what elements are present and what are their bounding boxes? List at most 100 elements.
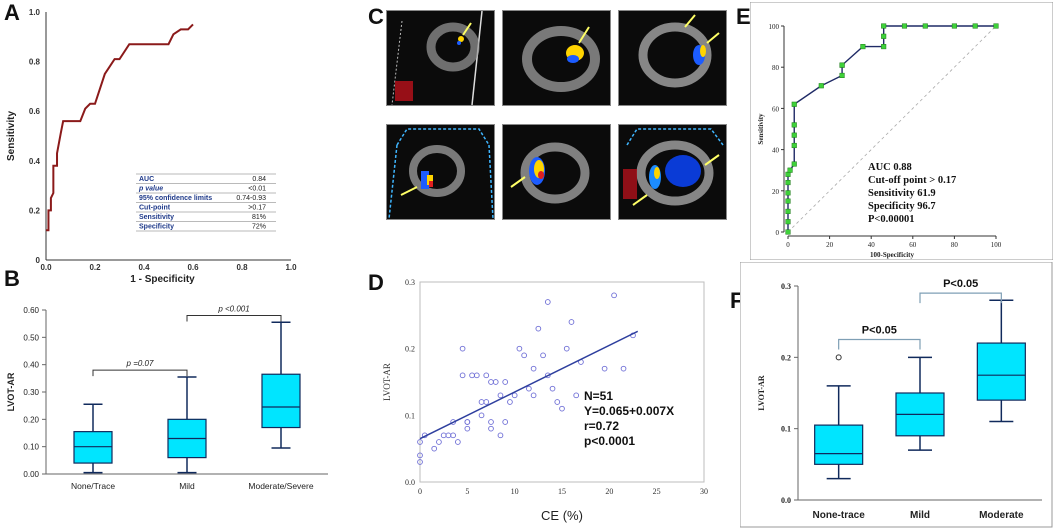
- roc-curve: [46, 23, 194, 232]
- stats-text: r=0.72: [584, 419, 619, 433]
- box: [814, 424, 864, 465]
- scatter-point: [488, 425, 494, 432]
- table-key: AUC: [139, 176, 154, 183]
- stats-text: Sensitivity 61.9: [868, 188, 936, 199]
- category-label: None-trace: [813, 510, 866, 521]
- category-label: Moderate/Severe: [248, 481, 313, 491]
- roc-marker: [972, 23, 978, 29]
- roc-marker: [785, 219, 791, 225]
- table-value: >0.17: [248, 205, 266, 212]
- box: [73, 431, 113, 464]
- x-tick-label: 40: [868, 241, 876, 249]
- significance-label: p =0.07: [126, 359, 154, 368]
- roc-marker: [993, 23, 999, 29]
- x-tick-label: 100: [991, 241, 1002, 249]
- significance-bracket: [92, 369, 188, 377]
- scatter-point: [611, 292, 617, 299]
- scatter-point: [563, 345, 570, 352]
- panel-label-a: A: [4, 0, 20, 25]
- roc-marker: [791, 161, 797, 167]
- table-key: 95% confidence limits: [139, 195, 212, 202]
- panel-label-c: C: [368, 4, 384, 29]
- y-tick-label: 20: [772, 188, 780, 196]
- roc-marker: [785, 180, 791, 186]
- y-tick-label: 0.1: [405, 411, 415, 420]
- stats-text: P<0.00001: [868, 214, 915, 225]
- chart-frame: [750, 2, 1053, 260]
- table-value: 0.84: [252, 176, 266, 183]
- x-tick-label: 25: [653, 487, 661, 496]
- x-tick-label: 20: [605, 487, 613, 496]
- scatter-point: [483, 372, 490, 379]
- x-axis-label: CE (%): [541, 508, 583, 523]
- significance-label: P<0.05: [862, 325, 897, 337]
- scatter-point: [431, 445, 438, 452]
- roc-marker: [791, 132, 797, 138]
- roc-marker: [818, 83, 824, 89]
- y-tick-label: 0.2: [29, 206, 41, 215]
- x-tick-label: 0.6: [187, 263, 199, 272]
- significance-label: p <0.001: [217, 304, 249, 313]
- y-tick-label: 0.10: [23, 443, 39, 452]
- scatter-point: [417, 459, 423, 465]
- panel-b-boxplot: 0.00 0.10 0.20 0.30 0.40 0.50 0.60 None/Trace Mi…: [6, 304, 328, 491]
- table-value: <0.01: [248, 186, 266, 193]
- roc-marker: [791, 101, 797, 107]
- y-tick-label: 0.2: [781, 353, 791, 362]
- scatter-point: [417, 452, 423, 459]
- panel-f-boxplot: 0.0 0.1 0.2 0.3 None-trace Mild Moderate LVOT-A…: [740, 262, 1053, 528]
- y-axis-label: LVOT-AR: [757, 375, 766, 410]
- stats-text: Y=0.065+0.007X: [584, 404, 674, 418]
- y-tick-label: 0.8: [29, 58, 41, 67]
- x-tick-label: 0: [418, 487, 422, 496]
- echo-image-3: [618, 10, 727, 106]
- scatter-point: [521, 352, 527, 359]
- y-tick-label: 40: [772, 147, 780, 155]
- x-axis-label: 1 - Specificity: [130, 274, 195, 285]
- x-tick-label: 1.0: [285, 263, 297, 272]
- scatter-point: [511, 392, 518, 399]
- scatter-point: [544, 299, 551, 305]
- plot-area: [419, 281, 705, 483]
- y-tick-label: 0.40: [23, 361, 39, 370]
- arrow-icon: [632, 194, 648, 206]
- scatter-point: [497, 432, 504, 439]
- y-tick-label: 0.3: [405, 278, 415, 287]
- echo-image-6: [618, 124, 727, 220]
- roc-marker: [785, 198, 791, 204]
- panel-label-e: E: [736, 4, 751, 29]
- stats-text: p<0.0001: [584, 434, 635, 448]
- scatter-point: [502, 379, 509, 385]
- y-tick-label: 80: [772, 64, 780, 72]
- roc-marker: [951, 23, 957, 29]
- y-tick-label: 0: [776, 229, 780, 237]
- scatter-point: [549, 385, 556, 392]
- y-axis-label: Sensitivity: [757, 113, 765, 145]
- box: [261, 373, 301, 429]
- y-tick-label: 0.6: [29, 107, 41, 116]
- scatter-point: [483, 399, 490, 405]
- x-tick-label: 0.2: [89, 263, 101, 272]
- table-value: 0.74-0.93: [236, 195, 266, 202]
- category-label: Moderate: [979, 510, 1024, 521]
- y-tick-label: 0.30: [23, 388, 39, 397]
- scatter-point: [450, 432, 456, 439]
- x-tick-label: 0: [786, 241, 790, 249]
- x-tick-label: 30: [700, 487, 708, 496]
- roc-marker: [860, 44, 866, 50]
- roc-marker: [785, 190, 791, 196]
- scatter-point: [507, 399, 513, 405]
- reference-diagonal: [787, 25, 997, 233]
- scatter-point: [554, 399, 561, 405]
- roc-marker: [881, 23, 887, 29]
- roc-marker: [785, 208, 791, 214]
- y-tick-label: 0: [36, 256, 41, 265]
- scatter-point: [573, 392, 580, 399]
- scatter-point: [559, 405, 565, 412]
- significance-bracket: [186, 314, 282, 322]
- scatter-point: [473, 372, 480, 379]
- scatter-point: [620, 365, 627, 372]
- stats-text: Specificity 96.7: [868, 201, 936, 212]
- panel-d-scatter: 0.0 0.1 0.2 0.3 0 5 10 15 20 25 30 CE (%) LVOT-AR N=5…: [382, 278, 708, 523]
- roc-marker: [881, 44, 887, 50]
